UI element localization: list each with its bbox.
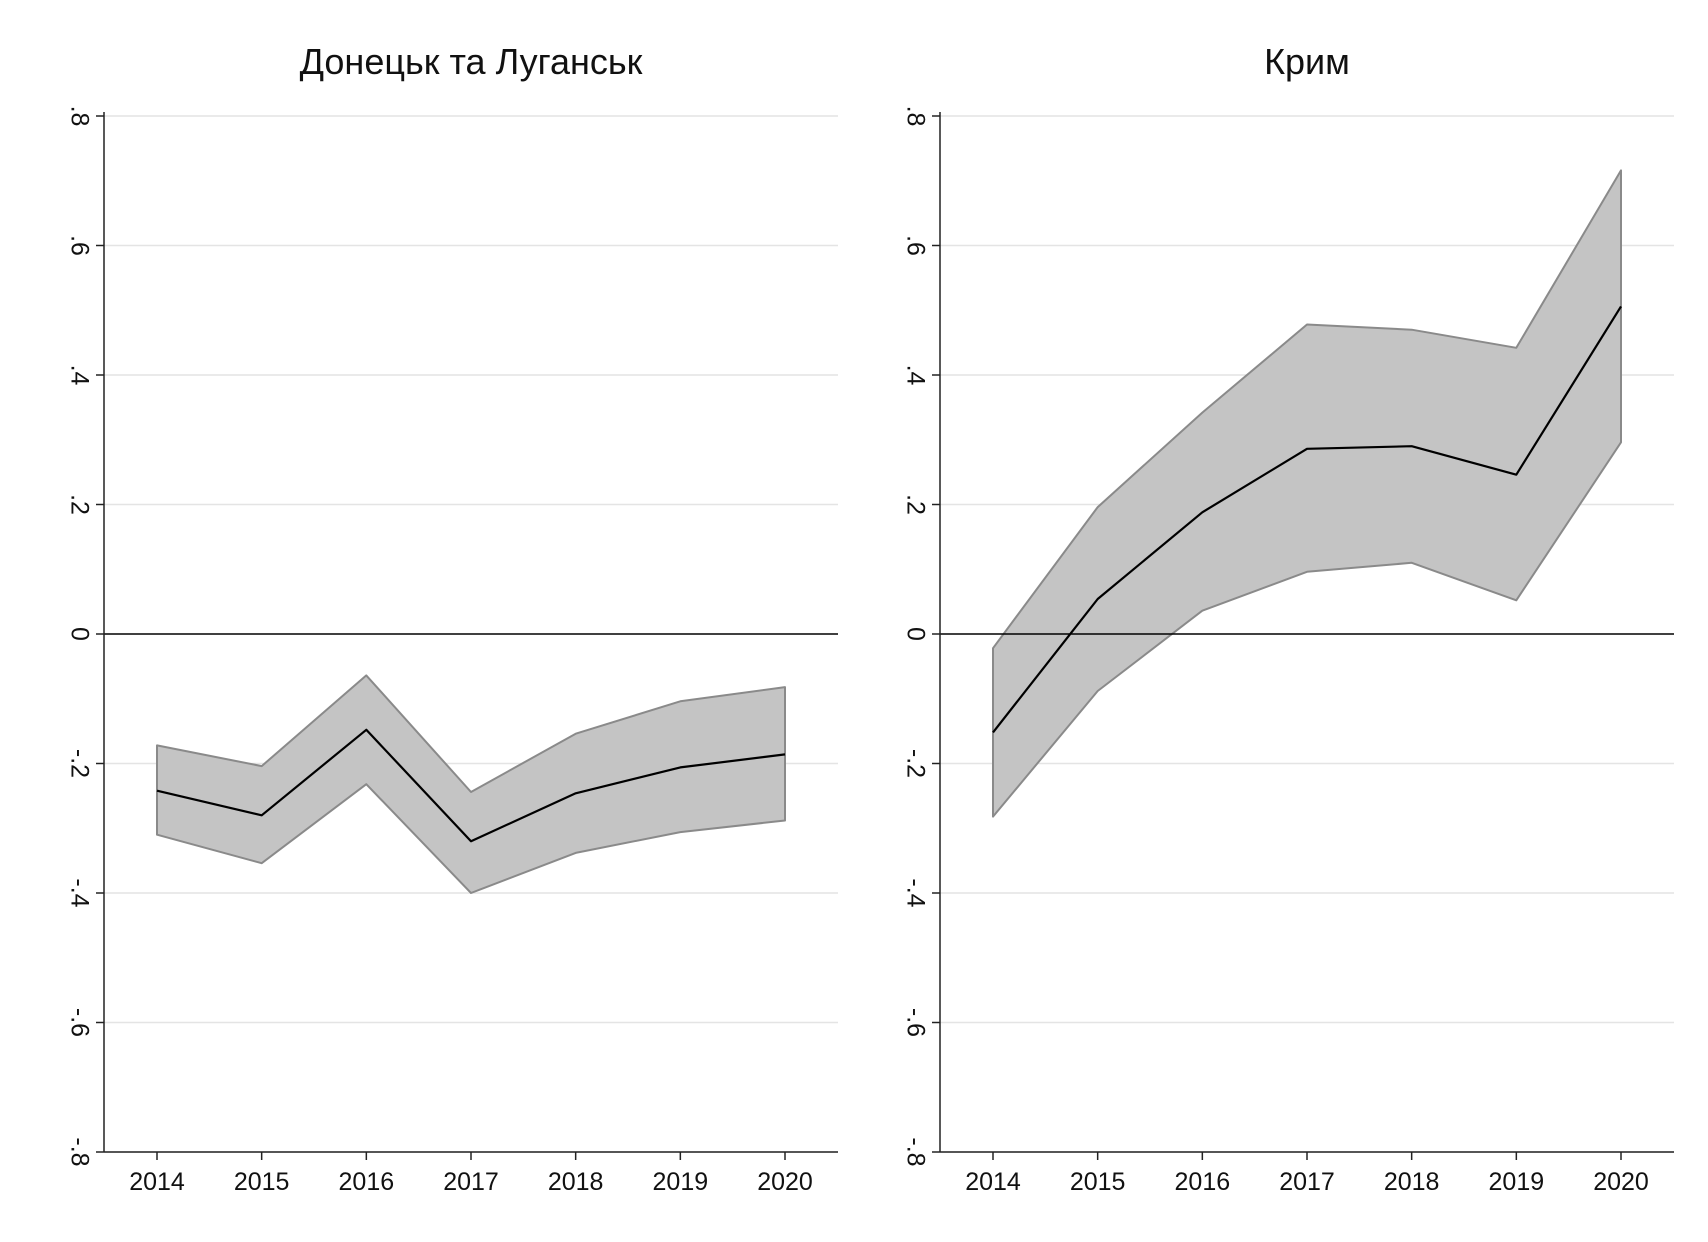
y-tick-label: .8 [901,106,929,127]
x-tick-label: 2016 [339,1168,395,1196]
estimate-line [156,728,786,843]
panel-crimea: Крим -.8 -.6 -.4 -.2 0 .2 .4 .6 .8 2014 2015 2016 201… [901,41,1674,1196]
y-tick-label: .8 [65,106,93,127]
y-tick-label: .4 [901,365,929,386]
y-tick-label: 0 [65,627,93,641]
x-tick-label: 2017 [443,1168,499,1196]
y-tick-label: -.8 [65,1137,93,1166]
confidence-band [156,674,786,894]
y-tick-label: .2 [901,494,929,515]
y-tick-label: -.8 [901,1137,929,1166]
x-tick-label: 2019 [1489,1168,1545,1196]
panel-donetsk-luhansk: Донецьк та Луганськ -.8 -.6 -.4 -.2 0 .2 .4 .6 .8… [65,41,838,1196]
y-tick-label: -.2 [901,749,929,778]
x-tick-label: 2014 [129,1168,185,1196]
x-tick-label: 2015 [234,1168,290,1196]
x-tick-label: 2016 [1175,1168,1231,1196]
y-tick-label: 0 [901,627,929,641]
x-tick-label: 2019 [653,1168,709,1196]
y-tick-label: .4 [65,365,93,386]
y-tick-label: -.6 [65,1008,93,1037]
y-tick-label: -.6 [901,1008,929,1037]
x-tick-label: 2017 [1279,1168,1335,1196]
y-tick-label: -.4 [65,878,93,907]
y-tick-label: .2 [65,494,93,515]
y-tick-label: -.2 [65,749,93,778]
estimate-line [992,305,1622,734]
chart-title: Донецьк та Луганськ [300,41,643,82]
chart-title: Крим [1264,41,1350,82]
confidence-band [992,169,1622,818]
x-tick-label: 2020 [757,1168,813,1196]
x-tick-label: 2020 [1593,1168,1649,1196]
x-tick-label: 2018 [548,1168,604,1196]
x-tick-label: 2018 [1384,1168,1440,1196]
y-tick-label: .6 [901,235,929,256]
x-tick-label: 2015 [1070,1168,1126,1196]
y-tick-label: .6 [65,235,93,256]
x-tick-label: 2014 [965,1168,1021,1196]
y-tick-label: -.4 [901,878,929,907]
